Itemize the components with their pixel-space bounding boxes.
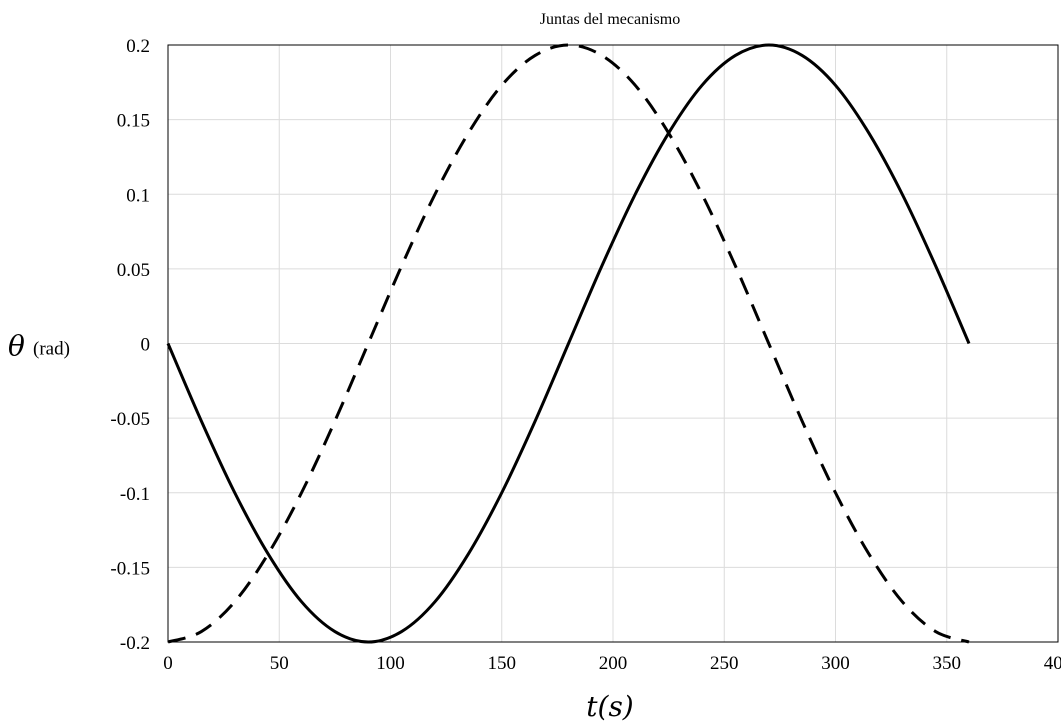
tick-labels: 0501001502002503003504000.20.150.10.050-… (110, 36, 1061, 674)
y-tick-label: 0 (141, 335, 151, 356)
y-tick-label: -0.15 (110, 558, 150, 579)
y-axis-label-symbol: θ (8, 330, 25, 363)
grid (167, 44, 1059, 643)
y-tick-label: -0.1 (120, 484, 150, 505)
x-tick-label: 250 (710, 653, 739, 674)
y-tick-label: 0.1 (126, 185, 150, 206)
x-tick-label: 350 (933, 653, 962, 674)
x-tick-label: 50 (270, 653, 289, 674)
x-axis-label: t(s) (586, 690, 633, 723)
y-tick-label: 0.2 (126, 36, 150, 57)
chart-title: Juntas del mecanismo (540, 11, 680, 28)
x-tick-label: 200 (599, 653, 628, 674)
x-tick-label: 300 (821, 653, 850, 674)
x-tick-label: 0 (163, 653, 173, 674)
y-tick-label: -0.2 (120, 633, 150, 654)
y-tick-label: 0.05 (117, 260, 150, 281)
x-tick-label: 400 (1044, 653, 1061, 674)
y-axis-label-unit: (rad) (33, 339, 70, 360)
dashed-series-line (167, 43, 970, 644)
x-tick-label: 150 (488, 653, 517, 674)
y-tick-label: 0.15 (117, 111, 150, 132)
x-tick-label: 100 (376, 653, 405, 674)
series-layer (166, 43, 971, 644)
y-tick-label: -0.05 (110, 409, 150, 430)
solid-series-line (166, 43, 971, 644)
